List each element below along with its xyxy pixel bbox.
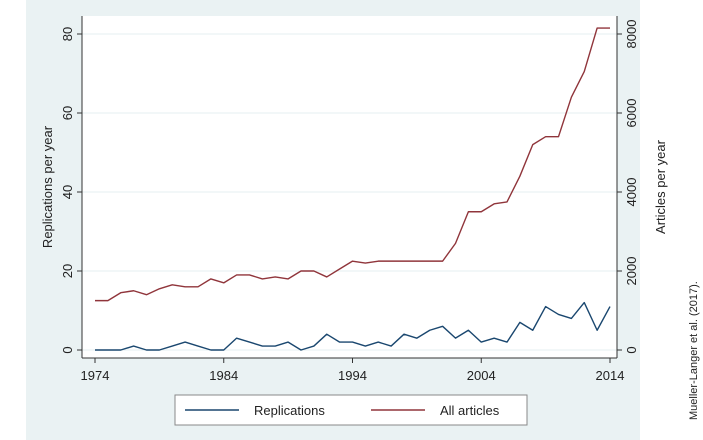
y-left-tick-label: 20 — [60, 264, 75, 278]
legend-label-all-articles: All articles — [440, 403, 500, 418]
y-left-tick-label: 0 — [60, 346, 75, 353]
y-axis-left-title: Replications per year — [40, 125, 55, 248]
y-right-tick-label: 8000 — [624, 20, 639, 49]
y-axis-right-title: Articles per year — [653, 139, 668, 234]
axes — [77, 16, 622, 363]
gridlines — [82, 33, 617, 351]
series-line-all-articles — [95, 27, 610, 302]
x-tick-label: 1974 — [81, 368, 110, 383]
legend: Replications All articles — [174, 394, 528, 426]
y-right-tick-label: 2000 — [624, 257, 639, 286]
y-left-tick-label: 40 — [60, 185, 75, 199]
series-lines — [95, 27, 611, 351]
series-line-replications — [95, 301, 611, 351]
x-tick-label: 1984 — [209, 368, 238, 383]
source-note: Mueller-Langer et al. (2017). — [688, 281, 700, 420]
y-left-tick-label: 60 — [60, 106, 75, 120]
y-right-tick-label: 0 — [624, 346, 639, 353]
y-right-tick-label: 6000 — [624, 99, 639, 128]
tick-labels: 0 20 40 60 80 0 2000 4000 6000 8000 1974 1984 1994 20… — [60, 20, 639, 383]
x-tick-label: 2014 — [596, 368, 625, 383]
legend-label-replications: Replications — [254, 403, 325, 418]
y-right-tick-label: 4000 — [624, 178, 639, 207]
plot-area — [82, 16, 617, 358]
x-tick-label: 1994 — [338, 368, 367, 383]
x-tick-label: 2004 — [467, 368, 496, 383]
y-left-tick-label: 80 — [60, 27, 75, 41]
